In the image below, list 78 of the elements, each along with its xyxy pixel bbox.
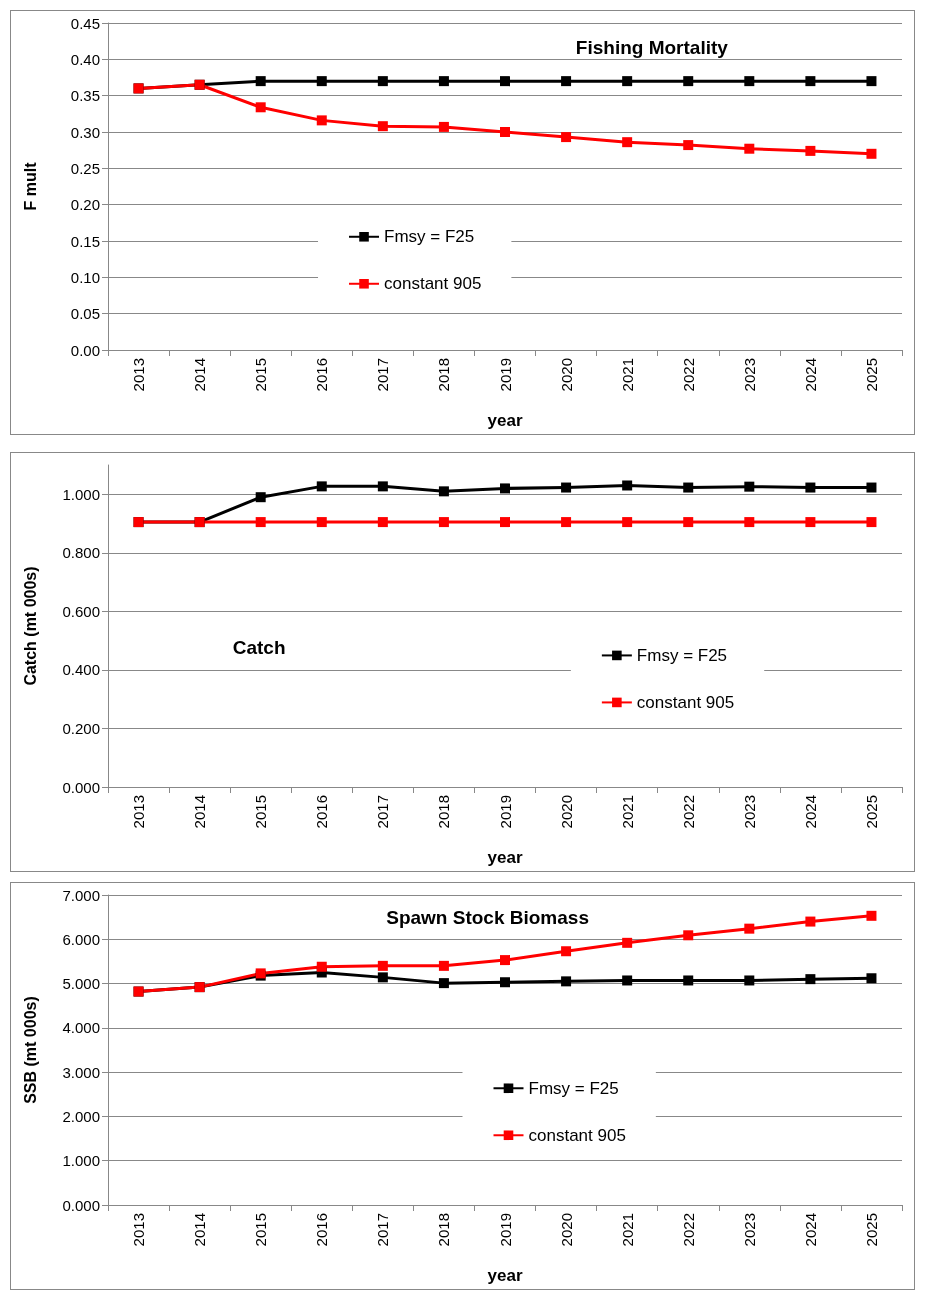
x-tick-label: 2014	[191, 795, 209, 829]
x-tick-label: 2024	[801, 358, 819, 392]
x-tick-label: 2020	[557, 358, 575, 392]
y-tick-label: 0.40	[70, 50, 100, 68]
y-tick-label: 0.35	[70, 87, 100, 105]
x-tick-label: 2013	[130, 358, 148, 392]
y-tick-label: 0.45	[70, 14, 100, 32]
y-tick-label: 2.000	[62, 1107, 100, 1125]
x-tick-label: 2013	[130, 795, 148, 829]
y-tick-label: 0.30	[70, 123, 100, 141]
x-tick-label: 2018	[435, 1213, 453, 1247]
x-tick-label: 2016	[313, 795, 331, 829]
legend-label: constant 905	[636, 692, 735, 712]
text: Fishing Mortality	[575, 37, 729, 58]
x-tick-label: 2019	[496, 358, 514, 392]
x-tick-label: 2019	[496, 1213, 514, 1247]
x-tick-label: 2022	[679, 1213, 697, 1247]
x-tick-label: 2015	[252, 1213, 270, 1247]
y-axis-title: F mult	[21, 161, 39, 211]
x-tick-label: 2022	[679, 358, 697, 392]
legend-label: Fmsy = F25	[636, 645, 728, 665]
x-tick-label: 2017	[374, 795, 392, 829]
y-tick-label: 0.000	[62, 778, 100, 796]
y-tick-label: 7.000	[62, 886, 100, 904]
text: Spawn Stock Biomass	[386, 907, 589, 928]
x-axis-title: year	[487, 1266, 523, 1285]
y-axis-title: Catch (mt 000s)	[21, 566, 39, 686]
y-tick-label: 0.800	[62, 544, 100, 562]
y-tick-label: 5.000	[62, 975, 100, 993]
x-tick-label: 2018	[435, 795, 453, 829]
x-tick-label: 2020	[557, 1213, 575, 1247]
y-tick-label: 3.000	[62, 1063, 100, 1081]
y-tick-label: 0.20	[70, 196, 100, 214]
x-tick-label: 2022	[679, 795, 697, 829]
x-tick-label: 2025	[862, 358, 880, 392]
x-tick-label: 2023	[740, 795, 758, 829]
x-tick-label: 2020	[557, 795, 575, 829]
x-tick-label: 2016	[313, 1213, 331, 1247]
legend-label: constant 905	[384, 274, 482, 294]
legend-label: Fmsy = F25	[384, 227, 475, 247]
x-tick-label: 2015	[252, 358, 270, 392]
legend-label: constant 905	[528, 1125, 626, 1145]
y-tick-label: 0.000	[62, 1196, 100, 1214]
x-tick-label: 2015	[252, 795, 270, 829]
legend-label: Fmsy = F25	[528, 1078, 619, 1098]
x-tick-label: 2013	[130, 1213, 148, 1247]
x-tick-label: 2021	[618, 1213, 636, 1247]
y-axis-title: SSB (mt 000s)	[21, 996, 39, 1104]
y-tick-label: 0.600	[62, 602, 100, 620]
x-axis-title: year	[487, 848, 523, 867]
x-tick-label: 2024	[801, 795, 819, 829]
x-tick-label: 2025	[862, 1213, 880, 1247]
x-tick-label: 2018	[435, 358, 453, 392]
x-tick-label: 2017	[374, 358, 392, 392]
x-tick-label: 2014	[191, 358, 209, 392]
y-tick-label: 4.000	[62, 1019, 100, 1037]
x-axis-title: year	[487, 411, 523, 430]
y-tick-label: 6.000	[62, 930, 100, 948]
x-tick-label: 2021	[618, 358, 636, 392]
x-tick-label: 2016	[313, 358, 331, 392]
x-tick-label: 2019	[496, 795, 514, 829]
y-tick-label: 0.400	[62, 661, 100, 679]
x-tick-label: 2024	[801, 1213, 819, 1247]
x-tick-label: 2023	[740, 358, 758, 392]
y-tick-label: 0.15	[70, 232, 100, 250]
x-tick-label: 2017	[374, 1213, 392, 1247]
y-tick-label: 0.10	[70, 268, 100, 286]
text: Catch	[232, 637, 286, 658]
y-tick-label: 1.000	[62, 485, 100, 503]
y-tick-label: 0.05	[70, 305, 100, 323]
x-tick-label: 2021	[618, 795, 636, 829]
y-tick-label: 1.000	[62, 1152, 100, 1170]
x-tick-label: 2014	[191, 1213, 209, 1247]
y-tick-label: 0.200	[62, 719, 100, 737]
x-tick-label: 2025	[862, 795, 880, 829]
y-tick-label: 0.00	[70, 341, 100, 359]
y-tick-label: 0.25	[70, 159, 100, 177]
x-tick-label: 2023	[740, 1213, 758, 1247]
